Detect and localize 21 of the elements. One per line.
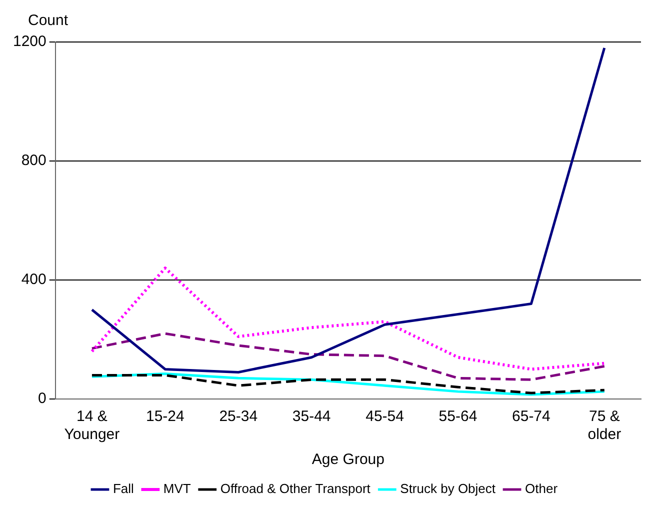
line-series: [90, 332, 606, 381]
x-tick-label: 35-44: [292, 408, 331, 426]
x-tick-label: 14 & Younger: [64, 408, 120, 444]
x-tick-label: 75 & older: [588, 408, 622, 444]
y-tick-label: 1200: [12, 33, 46, 50]
legend-label: Offroad & Other Transport: [220, 481, 371, 496]
legend-label: Fall: [112, 481, 134, 496]
x-axis-title: Age Group: [312, 451, 384, 468]
x-tick-label: 45-54: [366, 408, 404, 426]
x-tick-label: 25-34: [219, 408, 258, 426]
x-tick-label: 15-24: [146, 408, 184, 426]
line-series: [90, 266, 606, 371]
x-tick-label: 55-64: [438, 408, 478, 426]
y-axis-title: Count: [28, 12, 68, 29]
y-tick-label: 800: [21, 152, 46, 170]
y-tick-label: 400: [21, 271, 46, 288]
x-tick-label: 65-74: [512, 408, 550, 426]
y-tick-label: 0: [38, 390, 46, 408]
legend-label: Other: [525, 481, 558, 496]
legend-label: Struck by Object: [400, 481, 496, 496]
legend-label: MVT: [163, 481, 191, 496]
